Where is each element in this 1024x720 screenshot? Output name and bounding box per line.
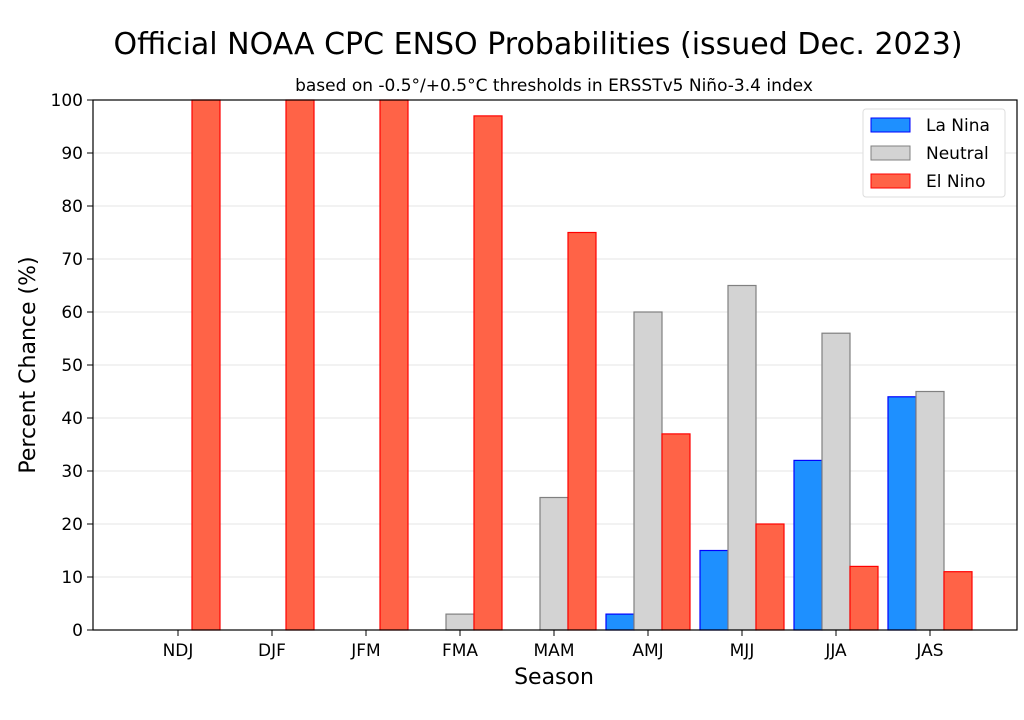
legend-swatch — [870, 117, 911, 133]
x-axis-label: Season — [514, 665, 594, 690]
legend-swatch — [870, 145, 911, 161]
bar-neutral-mjj — [727, 284, 757, 631]
legend-swatch — [870, 173, 911, 189]
x-tick-label: JAS — [915, 641, 943, 661]
y-tick-label: 100 — [51, 91, 83, 111]
bars — [191, 99, 973, 631]
x-tick-label: AMJ — [632, 641, 663, 661]
bar-el-nino-fma — [473, 115, 503, 631]
x-tick-label: DJF — [258, 641, 286, 661]
x-tick-label: MAM — [534, 641, 575, 661]
y-tick-label: 20 — [61, 515, 83, 535]
bar-neutral-amj — [633, 311, 663, 631]
x-tick-label: NDJ — [163, 641, 194, 661]
x-tick-label: JJA — [824, 641, 847, 661]
bar-el-nino-jja — [849, 565, 879, 631]
y-tick-label: 90 — [61, 144, 83, 164]
y-tick-label: 40 — [61, 409, 83, 429]
bar-neutral-jas — [915, 390, 945, 631]
bar-el-nino-jfm — [379, 99, 409, 631]
x-tick-label: FMA — [442, 641, 478, 661]
y-tick-label: 30 — [61, 462, 83, 482]
chart-subtitle: based on -0.5°/+0.5°C thresholds in ERSS… — [295, 76, 813, 96]
bar-neutral-fma — [445, 613, 475, 631]
y-tick-label: 0 — [72, 621, 83, 641]
legend-label: Neutral — [926, 144, 989, 164]
y-tick-label: 70 — [61, 250, 83, 270]
chart-title: Official NOAA CPC ENSO Probabilities (is… — [113, 27, 962, 62]
y-axis-label: Percent Chance (%) — [16, 256, 41, 473]
bar-el-nino-jas — [943, 571, 973, 631]
bar-la-nina-jja — [793, 459, 823, 631]
legend-label: El Nino — [926, 172, 985, 192]
legend-label: La Nina — [926, 116, 990, 136]
bar-el-nino-ndj — [191, 99, 221, 631]
bar-el-nino-amj — [661, 433, 691, 631]
y-axis-ticks: 0 10 20 30 40 50 60 70 80 90 100 — [51, 91, 93, 641]
bar-la-nina-mjj — [699, 549, 729, 631]
bar-la-nina-amj — [605, 613, 635, 631]
x-tick-label: MJJ — [730, 641, 755, 661]
x-tick-label: JFM — [350, 641, 380, 661]
bar-neutral-mam — [539, 496, 569, 631]
legend: La Nina Neutral El Nino — [862, 108, 1006, 198]
bar-neutral-jja — [821, 332, 851, 631]
bar-el-nino-mam — [567, 231, 597, 631]
y-tick-label: 80 — [61, 197, 83, 217]
x-axis-ticks: NDJ DJF JFM FMA MAM AMJ MJJ JJA JAS — [163, 630, 944, 661]
y-tick-label: 10 — [61, 568, 83, 588]
y-tick-label: 60 — [61, 303, 83, 323]
y-tick-label: 50 — [61, 356, 83, 376]
bar-el-nino-djf — [285, 99, 315, 631]
bar-el-nino-mjj — [755, 523, 785, 631]
bar-la-nina-jas — [887, 396, 917, 631]
